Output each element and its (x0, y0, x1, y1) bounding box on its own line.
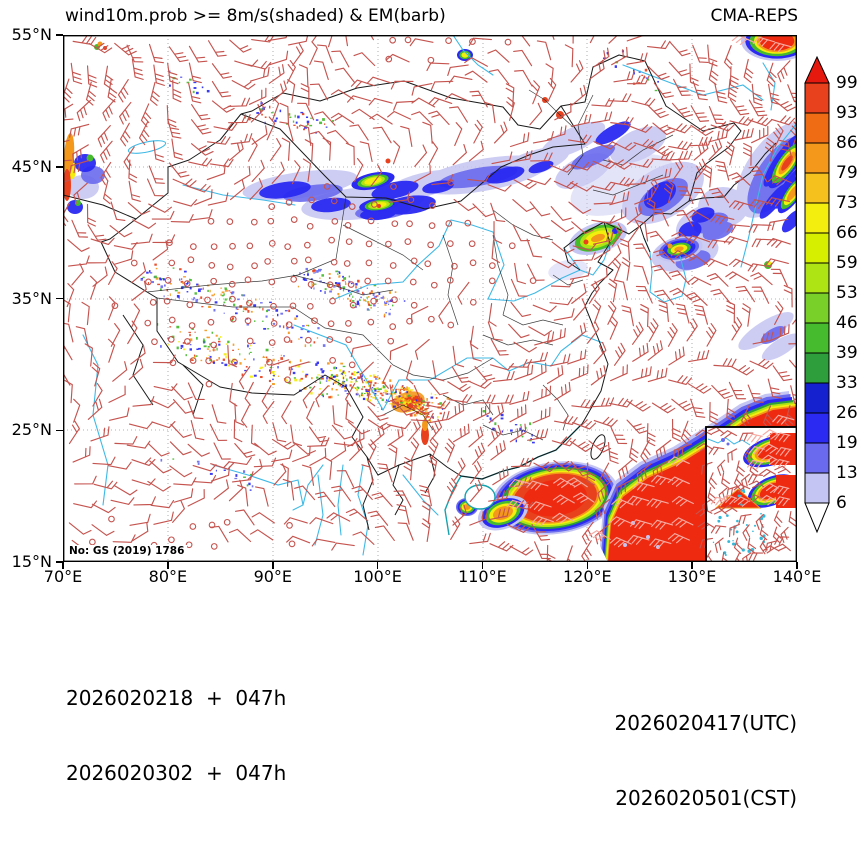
init-time-block: 2026020218 + 047h 2026020302 + 047h (66, 636, 286, 836)
inset-wind-barbs (695, 426, 798, 570)
colorbar-tick-label: 6 (836, 493, 847, 513)
valid-time-block: 2026020417(UTC) 2026020501(CST) (615, 661, 798, 861)
y-tick-mark (56, 297, 63, 300)
y-tick-mark (56, 429, 63, 431)
y-tick-label: 15°N (11, 552, 52, 571)
map-frame (62, 34, 797, 562)
x-tick-mark (62, 562, 64, 569)
x-tick-label: 120°E (562, 567, 612, 586)
y-tick-mark (56, 34, 63, 36)
x-tick-mark (272, 562, 274, 569)
colorbar-tick-label: 46 (836, 313, 858, 333)
colorbar-tick-label: 99 (836, 73, 858, 93)
colorbar-tick-label: 93 (836, 103, 858, 123)
timestamp-footer: 2026020218 + 047h 2026020302 + 047h 2026… (0, 586, 860, 810)
x-tick-label: 130°E (667, 567, 717, 586)
colorbar-tick-label: 33 (836, 373, 858, 393)
y-tick-label: 25°N (11, 420, 52, 440)
y-tick-label: 45°N (11, 156, 52, 176)
y-tick-label: 35°N (11, 288, 52, 308)
colorbar-tick-label: 66 (836, 223, 858, 243)
valid-time-utc: 2026020417(UTC) (614, 711, 798, 735)
init-time-utc: 2026020218 + 047h (66, 686, 287, 710)
x-tick-mark (691, 562, 693, 569)
map-title: wind10m.prob >= 8m/s(shaded) & EM(barb) (65, 6, 446, 26)
colorbar-tick-label: 79 (836, 163, 858, 183)
license-number-label: No: GS (2019) 1786 (66, 545, 188, 558)
south-china-sea-inset-map (695, 426, 801, 570)
colorbar-tick-label: 26 (836, 403, 858, 423)
x-tick-mark (376, 562, 379, 569)
x-tick-label: 140°E (772, 567, 822, 586)
rivers-lakes (82, 34, 798, 556)
x-tick-mark (481, 562, 484, 569)
y-tick-label: 55°N (11, 25, 52, 44)
map-plot-area (49, 18, 818, 570)
wind-barb-field (49, 18, 818, 570)
x-tick-label: 80°E (148, 567, 188, 586)
x-tick-label: 110°E (458, 567, 507, 586)
colorbar-tick-label: 59 (836, 253, 858, 273)
colorbar-tick-label: 53 (836, 283, 858, 303)
y-tick-mark (56, 561, 63, 563)
x-tick-label: 70°E (43, 567, 83, 586)
valid-time-cst: 2026020501(CST) (615, 786, 797, 810)
x-tick-label: 90°E (253, 567, 293, 586)
colorbar-svg (804, 56, 830, 534)
probability-colorbar: 99 93 86 79 73 66 59 53 46 39 33 26 19 13 6 (804, 56, 860, 542)
inset-coastline (707, 437, 751, 446)
x-tick-mark (796, 562, 798, 569)
colorbar-tick-label: 86 (836, 133, 858, 153)
x-tick-mark (167, 562, 169, 569)
y-tick-mark (56, 166, 63, 168)
colorbar-tick-label: 13 (836, 463, 858, 483)
weather-map-svg (49, 18, 818, 570)
colorbar-tick-label: 39 (836, 343, 858, 363)
init-time-cst: 2026020302 + 047h (66, 761, 287, 785)
model-name-label: CMA-REPS (710, 6, 798, 26)
terrain-probability-speckles (140, 50, 660, 549)
colorbar-tick-label: 19 (836, 433, 858, 453)
x-tick-mark (586, 562, 589, 569)
x-tick-label: 100°E (353, 567, 402, 586)
colorbar-tick-label: 73 (836, 193, 858, 213)
